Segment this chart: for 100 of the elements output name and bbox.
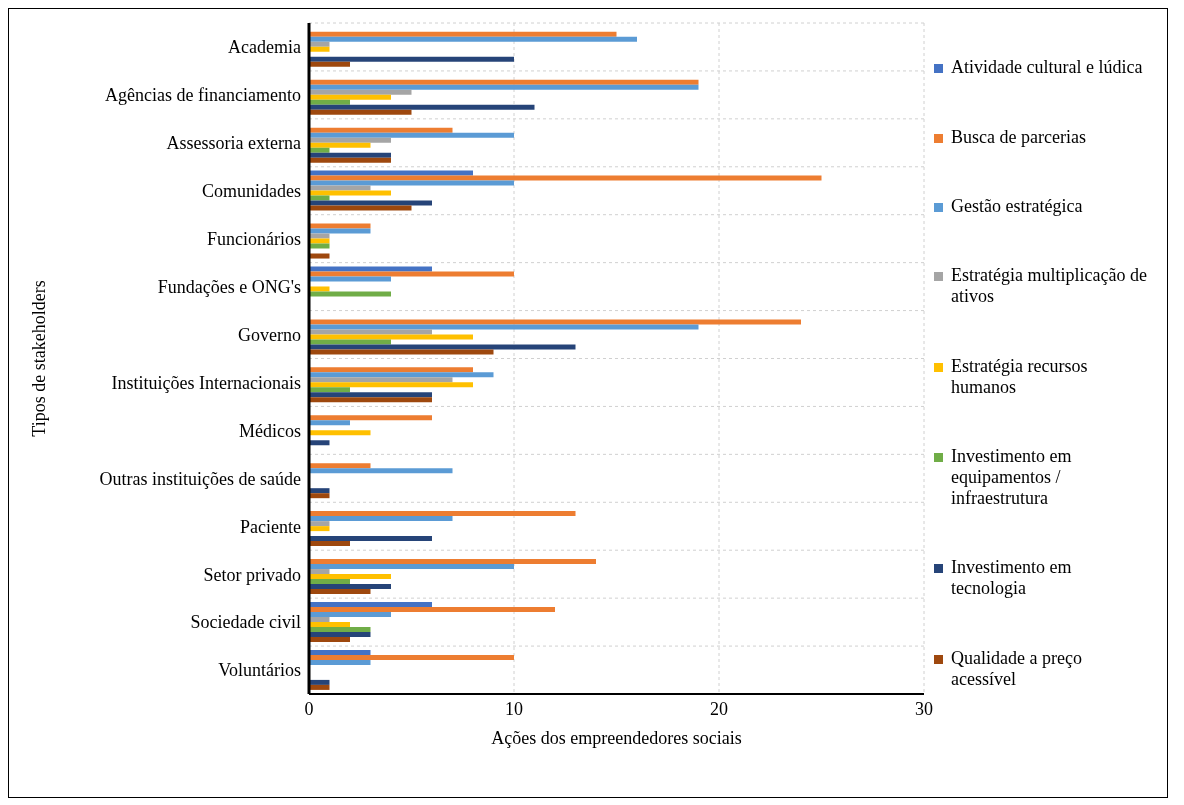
bar xyxy=(309,377,453,383)
bar xyxy=(309,344,576,350)
bar xyxy=(309,152,391,158)
bar xyxy=(309,132,514,138)
bar xyxy=(309,616,330,622)
bar xyxy=(309,286,330,292)
bar xyxy=(309,659,371,665)
bar xyxy=(309,516,453,522)
x-tick-label: 0 xyxy=(304,698,314,719)
bar xyxy=(309,46,330,52)
bar xyxy=(309,579,350,585)
y-tick-label: Voluntários xyxy=(218,660,301,681)
bar xyxy=(309,349,494,355)
bar xyxy=(309,626,371,632)
bar xyxy=(309,170,473,176)
y-tick-label: Médicos xyxy=(239,420,301,441)
bar xyxy=(309,329,432,335)
bar xyxy=(309,679,330,685)
bar xyxy=(309,243,330,249)
bar xyxy=(309,521,330,527)
bar xyxy=(309,684,330,690)
bar xyxy=(309,541,350,547)
bar xyxy=(309,569,330,575)
bar xyxy=(309,574,391,580)
y-tick-label: Funcionários xyxy=(207,229,301,250)
bar xyxy=(309,536,432,542)
legend-label: Busca de parcerias xyxy=(951,126,1086,148)
bar xyxy=(309,526,330,532)
bar xyxy=(309,334,473,340)
bar xyxy=(309,420,350,426)
bar xyxy=(309,559,596,565)
bar xyxy=(309,36,637,42)
legend-label: Atividade cultural e lúdica xyxy=(951,57,1143,79)
bar xyxy=(309,440,330,446)
y-tick-label: Governo xyxy=(238,324,301,345)
bar xyxy=(309,392,432,398)
bar xyxy=(309,99,350,105)
bar xyxy=(309,468,453,474)
x-tick-label: 20 xyxy=(710,698,728,719)
bar xyxy=(309,397,432,403)
bar xyxy=(309,94,391,100)
bar xyxy=(309,56,514,62)
bar xyxy=(309,104,535,110)
bar xyxy=(309,180,514,186)
y-tick-label: Assessoria externa xyxy=(166,133,301,154)
bar xyxy=(309,415,432,421)
bar xyxy=(309,291,391,297)
y-tick-label: Comunidades xyxy=(202,181,301,202)
bar xyxy=(309,636,350,642)
bar xyxy=(309,89,412,95)
bar xyxy=(309,84,699,90)
bar xyxy=(309,631,371,637)
legend-label: Estratégia multiplicação de ativos xyxy=(951,265,1148,308)
bar xyxy=(309,367,473,373)
bar xyxy=(309,238,330,244)
bar xyxy=(309,319,801,325)
bar xyxy=(309,488,330,494)
y-tick-label: Setor privado xyxy=(203,564,301,585)
bar xyxy=(309,601,432,607)
y-tick-label: Paciente xyxy=(240,516,301,537)
bar xyxy=(309,382,473,388)
bar xyxy=(309,147,330,153)
bar xyxy=(309,339,391,345)
bar xyxy=(309,109,412,115)
bar xyxy=(309,387,350,393)
bar xyxy=(309,137,391,143)
bar xyxy=(309,266,432,272)
bar xyxy=(309,190,391,196)
bar xyxy=(309,271,514,277)
bar xyxy=(309,649,371,655)
x-tick-label: 30 xyxy=(915,698,933,719)
bar xyxy=(309,511,576,517)
bar xyxy=(309,463,371,469)
bar xyxy=(309,564,514,570)
y-tick-label: Fundações e ONG's xyxy=(157,277,301,297)
bar xyxy=(309,654,514,660)
bar xyxy=(309,127,453,133)
x-tick-label: 10 xyxy=(505,698,523,719)
legend-label: Gestão estratégica xyxy=(951,195,1083,217)
bar xyxy=(309,276,391,282)
y-tick-label: Academia xyxy=(228,37,301,58)
bar xyxy=(309,185,371,191)
bar xyxy=(309,621,350,627)
y-tick-label: Agências de financiamento xyxy=(105,85,301,106)
bar xyxy=(309,41,330,47)
bar xyxy=(309,142,371,148)
legend-label: Investimento em equipamentos / infraestrutura xyxy=(951,446,1073,510)
bar xyxy=(309,195,330,201)
bar xyxy=(309,31,617,37)
legend-label: Qualidade a preço acessível xyxy=(951,647,1083,690)
bar xyxy=(309,372,494,378)
bar xyxy=(309,228,371,234)
x-axis-title: Ações dos empreendedores sociais xyxy=(491,728,742,748)
bar xyxy=(309,205,412,211)
bar xyxy=(309,611,391,617)
bar xyxy=(309,223,371,229)
bar xyxy=(309,200,432,206)
bar xyxy=(309,61,350,67)
y-tick-label: Sociedade civil xyxy=(190,612,301,633)
bar xyxy=(309,324,699,330)
